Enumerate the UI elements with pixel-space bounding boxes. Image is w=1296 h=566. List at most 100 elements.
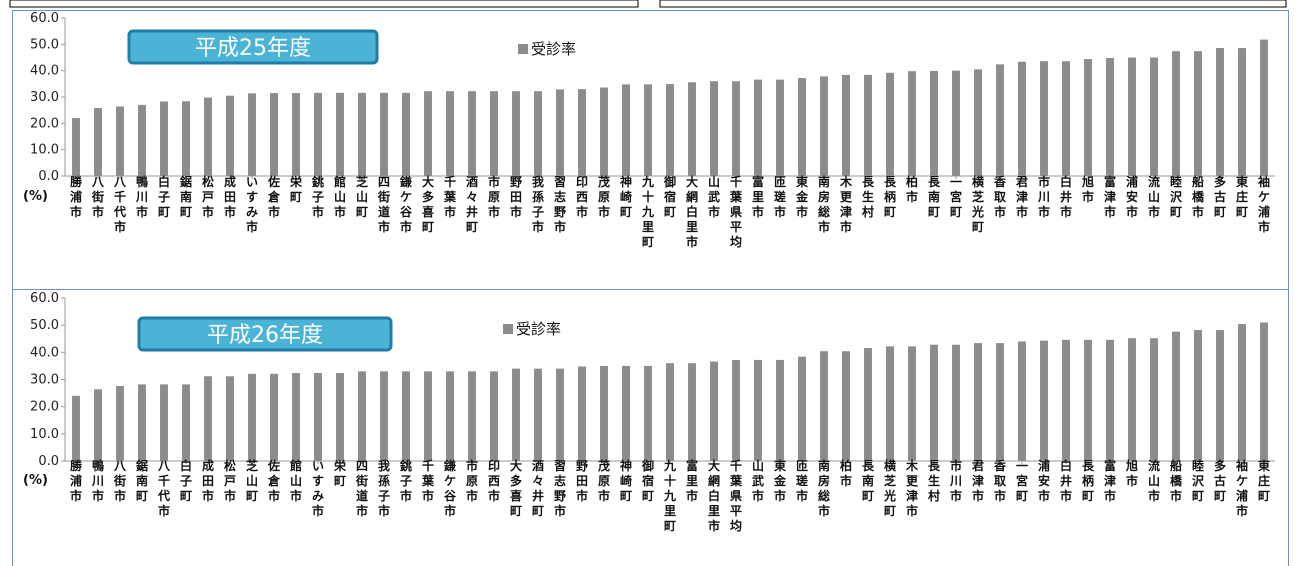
category-label: 一宮町: [1016, 459, 1028, 503]
bar-市川市: [952, 344, 960, 461]
bar-佐倉市: [270, 373, 278, 461]
category-label: 勝浦市: [70, 174, 83, 219]
category-label: 長南町: [928, 174, 941, 219]
bar-大網白里市: [710, 361, 718, 461]
bar-神崎町: [622, 365, 630, 461]
bar-横芝光町: [886, 346, 894, 461]
chart-panel-h25: 0.0 10.0 20.0 30.0 40.0 50.0 60.0 勝浦市 八街市 八千代市 鴨川市…: [12, 10, 1289, 290]
category-label: 横芝光町: [971, 174, 985, 234]
bar-鋸南町: [182, 101, 190, 176]
legend-swatch: [503, 324, 513, 334]
bar-東庄町: [1238, 48, 1246, 176]
bar-浦安市: [1040, 340, 1048, 461]
category-label: いすみ市: [246, 175, 258, 234]
bar-睦沢町: [1172, 51, 1180, 176]
category-label: 袖ケ浦市: [1258, 174, 1270, 234]
category-label: 印西市: [488, 459, 500, 503]
bar-流山市: [1150, 57, 1158, 176]
bar-銚子市: [402, 371, 410, 461]
category-label: 市原市: [466, 458, 478, 503]
category-label: 八街市: [113, 459, 127, 503]
category-label: 銚子市: [400, 458, 412, 503]
bar-鴨川市: [138, 104, 146, 176]
bar-成田市: [226, 95, 234, 176]
chart-title: 平成25年度: [195, 36, 311, 61]
y-tick-label: 60.0: [30, 291, 59, 306]
category-label: 松戸市: [224, 458, 236, 503]
category-label: 船橋市: [1170, 458, 1183, 503]
category-label: 習志野市: [554, 459, 566, 518]
bar-山武市: [710, 81, 718, 176]
title-badge: [137, 316, 393, 352]
bar-長南町: [864, 347, 872, 461]
bar-我孫子市: [380, 371, 388, 461]
y-tick-label: 10.0: [30, 143, 59, 158]
category-label: 八千代市: [157, 459, 171, 518]
bar-千葉市: [446, 91, 454, 176]
bar-柏市: [842, 351, 850, 461]
bar-佐倉市: [270, 93, 278, 176]
bar-南房総市: [820, 351, 828, 461]
category-label: 白井市: [1060, 458, 1072, 503]
y-tick-label: 0.0: [38, 169, 59, 184]
bar-四街道市: [380, 92, 388, 176]
bar-匝瑳市: [798, 356, 806, 461]
category-label: 銚子市: [312, 174, 324, 219]
bar-chart-h26: 0.0 10.0 20.0 30.0 40.0 50.0 60.0 勝浦市鴨川市八街市鋸南町八…: [23, 291, 1275, 533]
bar-長柄町: [1084, 339, 1092, 461]
bar-栄町: [336, 372, 344, 461]
category-label: 多古町: [1214, 174, 1226, 219]
category-label: 野田市: [576, 459, 588, 503]
category-label: 柏市: [906, 174, 918, 204]
bar-市原市: [490, 91, 498, 176]
bar-多古町: [1216, 48, 1224, 176]
category-label: 君津市: [971, 459, 984, 503]
bar-勝浦市: [72, 118, 80, 176]
y-tick-label: 50.0: [30, 37, 59, 52]
category-label: 旭市: [1125, 458, 1138, 488]
category-label: 成田市: [202, 458, 214, 503]
bar-白井市: [1062, 61, 1070, 176]
category-label: 香取市: [993, 174, 1006, 219]
bar-白井市: [1062, 339, 1070, 461]
bar-多古町: [1216, 330, 1224, 461]
category-label: 芝山町: [356, 174, 368, 219]
category-label: 富津市: [1104, 174, 1116, 219]
bar-横芝光町: [974, 69, 982, 176]
category-label: 横芝光町: [883, 458, 897, 518]
bar-館山市: [292, 372, 300, 461]
category-label: 印西市: [576, 175, 588, 219]
bar-九十九里町: [644, 84, 652, 176]
bar-館山市: [336, 92, 344, 176]
bar-木更津市: [842, 74, 850, 176]
category-label: 富里市: [752, 174, 764, 219]
category-label: 習志野市: [554, 175, 566, 234]
bar-白子町: [182, 384, 190, 461]
category-label: 白井市: [1060, 174, 1072, 219]
category-label: 長柄町: [1082, 458, 1095, 503]
category-label: 御宿町: [663, 174, 676, 219]
category-label: 御宿町: [641, 458, 654, 503]
bar-匝瑳市: [776, 79, 784, 176]
category-label: 鎌ケ谷市: [443, 458, 457, 518]
bar-柏市: [908, 71, 916, 176]
y-tick-label: 60.0: [30, 11, 59, 26]
category-label: 酒々井町: [532, 459, 544, 518]
bar-御宿町: [666, 84, 674, 176]
bar-東庄町: [1260, 322, 1268, 461]
bar-八街市: [116, 386, 124, 461]
bar-東金市: [798, 78, 806, 176]
bar-習志野市: [556, 89, 564, 176]
category-label: 大多喜町: [422, 174, 434, 234]
bar-いすみ市: [248, 93, 256, 176]
bar-成田市: [204, 376, 212, 461]
category-label: 君津市: [1015, 175, 1028, 219]
bar-茂原市: [600, 87, 608, 176]
bar-野田市: [578, 366, 586, 461]
bar-旭市: [1084, 59, 1092, 176]
category-label: 浦安市: [1038, 458, 1050, 503]
category-label: 東金市: [795, 174, 809, 219]
bar-御宿町: [644, 365, 652, 461]
category-label: 酒々井町: [466, 175, 478, 234]
y-tick-label: 20.0: [30, 116, 59, 131]
